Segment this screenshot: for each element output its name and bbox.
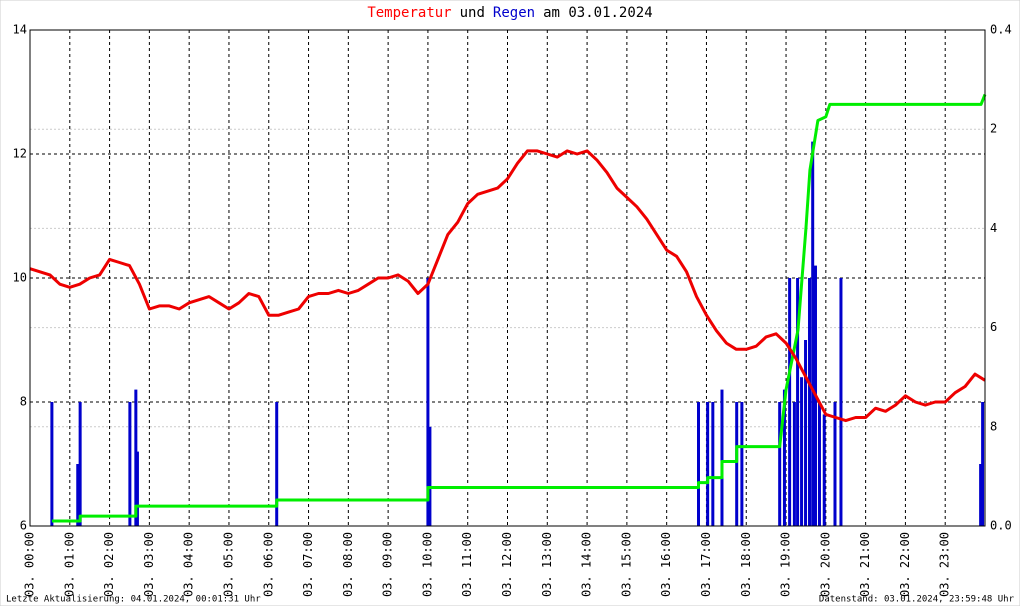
y2-tick-label: 2 <box>990 122 997 136</box>
rain-bar <box>822 414 826 526</box>
rain-bar <box>697 402 700 526</box>
x-tick-label: 03. 12:00 <box>500 532 514 597</box>
rain-bar <box>979 464 983 526</box>
rain-bar <box>839 278 843 526</box>
title-part: am 03.01.2024 <box>543 5 653 21</box>
x-tick-label: 03. 05:00 <box>221 532 235 597</box>
x-tick-label: 03. 09:00 <box>381 532 395 597</box>
x-tick-label: 03. 02:00 <box>102 532 116 597</box>
x-tick-label: 03. 07:00 <box>301 532 315 597</box>
x-tick-label: 03. 13:00 <box>540 532 554 597</box>
rain-bar <box>788 278 792 526</box>
x-tick-label: 03. 00:00 <box>23 532 37 597</box>
rain-bar <box>811 141 815 526</box>
rain-bar <box>50 402 54 526</box>
y2-tick-label: 0.4 <box>990 23 1012 37</box>
y2-tick-label: 8 <box>990 419 997 433</box>
rain-bar <box>426 278 430 526</box>
rain-bar <box>428 426 432 526</box>
x-tick-label: 03. 10:00 <box>420 532 434 597</box>
rain-bar <box>275 402 279 526</box>
footer-left: Letzte Aktualisierung: 04.01.2024, 00:01… <box>6 595 261 605</box>
rain-bar <box>135 451 139 526</box>
y2-tick-label: 4 <box>990 221 997 235</box>
rain-bar <box>808 278 812 526</box>
x-tick-label: 03. 04:00 <box>182 532 196 597</box>
rain-bar <box>735 402 739 526</box>
rain-bar <box>706 402 710 526</box>
rain-bar <box>981 402 985 526</box>
x-tick-label: 03. 14:00 <box>580 532 594 597</box>
data-line <box>29 149 986 423</box>
rain-bar <box>782 389 786 526</box>
rain-bar <box>711 402 715 526</box>
x-tick-label: 03. 20:00 <box>818 532 832 597</box>
x-tick-label: 03. 15:00 <box>619 532 633 597</box>
rain-bar <box>134 389 138 526</box>
x-tick-label: 03. 11:00 <box>460 532 474 597</box>
y-tick-label: 12 <box>13 147 27 161</box>
data-line <box>51 93 987 523</box>
rain-bar <box>778 402 782 526</box>
rain-bar <box>78 402 82 526</box>
y-tick-label: 14 <box>13 23 27 37</box>
y-tick-label: 6 <box>20 519 27 533</box>
x-tick-label: 03. 01:00 <box>62 532 76 597</box>
x-tick-label: 03. 21:00 <box>858 532 872 597</box>
x-tick-label: 03. 08:00 <box>341 532 355 597</box>
rain-bar <box>817 402 821 526</box>
title-part: Temperatur <box>367 5 451 21</box>
x-tick-label: 03. 06:00 <box>261 532 275 597</box>
rain-bar <box>76 464 80 526</box>
rain-bar <box>128 402 132 526</box>
y-tick-label: 8 <box>20 395 27 409</box>
x-tick-label: 03. 18:00 <box>739 532 753 597</box>
y2-tick-label: 6 <box>990 320 997 334</box>
plot-frame <box>29 29 986 527</box>
title-part: und <box>460 5 485 21</box>
rain-bar <box>740 402 744 526</box>
x-tick-label: 03. 22:00 <box>898 532 912 597</box>
x-tick-label: 03. 19:00 <box>779 532 793 597</box>
rain-bar <box>804 340 808 526</box>
rain-bar <box>833 402 837 526</box>
rain-bar <box>800 377 804 526</box>
x-tick-label: 03. 16:00 <box>659 532 673 597</box>
title-part: Regen <box>493 5 535 21</box>
y-tick-label: 10 <box>13 271 27 285</box>
x-tick-label: 03. 17:00 <box>699 532 713 597</box>
x-tick-label: 03. 23:00 <box>938 532 952 597</box>
x-tick-label: 03. 03:00 <box>142 532 156 597</box>
footer-right: Datenstand: 03.01.2024, 23:59:48 Uhr <box>819 595 1015 605</box>
rain-bar <box>792 402 796 526</box>
rain-bar <box>720 389 724 526</box>
rain-bar <box>796 278 800 526</box>
chart-title: Temperatur und Regen am 03.01.2024 <box>367 5 652 21</box>
y2-tick-label: 0.0 <box>990 519 1012 533</box>
